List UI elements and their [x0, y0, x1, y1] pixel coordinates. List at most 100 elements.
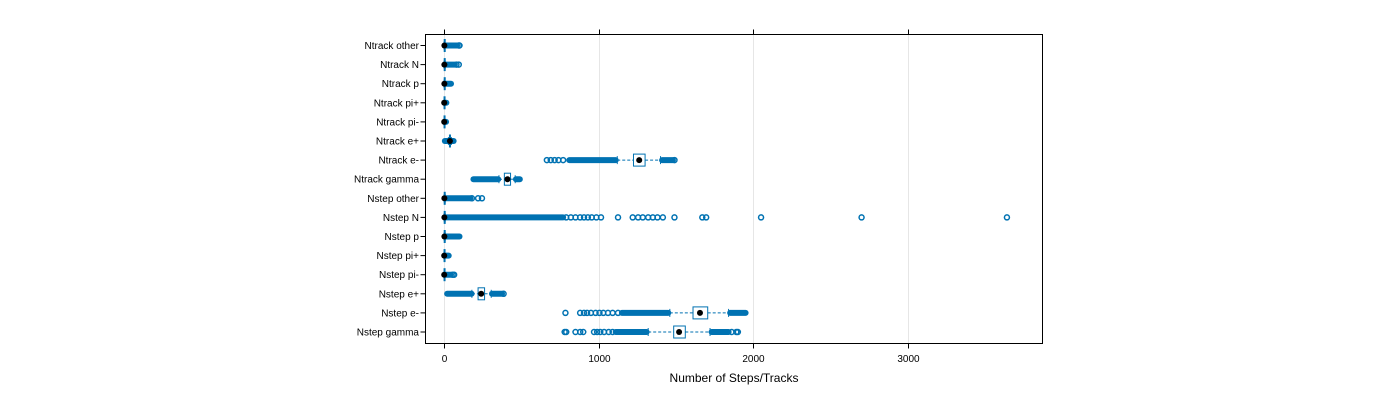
outlier-point — [614, 309, 622, 317]
outlier-point — [547, 156, 555, 164]
outlier-point — [579, 328, 587, 336]
outlier-point — [596, 309, 603, 317]
category-label: Nstep gamma — [357, 328, 420, 339]
category-label: Ntrack other — [365, 41, 420, 52]
category-label: Nstep p — [385, 232, 420, 243]
category-label: Ntrack gamma — [354, 175, 419, 186]
x-axis-title: Number of Steps/Tracks — [670, 371, 799, 385]
outlier-point — [597, 214, 605, 221]
outlier-point — [478, 195, 486, 202]
plot-marks — [441, 39, 1011, 339]
outlier-point — [605, 328, 612, 336]
x-tick-label: 0 — [442, 354, 448, 365]
box-row — [444, 287, 507, 301]
category-label: Ntrack pi- — [376, 117, 419, 128]
median-point — [504, 176, 511, 183]
outlier-point — [596, 328, 604, 336]
outlier-point — [456, 42, 463, 49]
outlier-point — [580, 214, 588, 221]
outlier-point — [543, 156, 551, 164]
median-point — [441, 252, 448, 259]
box-row — [441, 268, 458, 282]
outlier-point — [455, 61, 462, 68]
outlier-point — [614, 214, 622, 221]
outlier-point — [576, 328, 584, 336]
category-label: Nstep e+ — [379, 289, 419, 300]
median-point — [441, 61, 448, 68]
outlier-point — [671, 156, 678, 164]
outlier-point — [654, 214, 661, 221]
box-row — [441, 77, 455, 91]
box-row — [562, 306, 749, 320]
median-point — [441, 214, 448, 221]
category-label: Ntrack pi+ — [374, 98, 419, 109]
outlier-point — [474, 195, 482, 202]
median-point — [441, 80, 448, 87]
outlier-point — [551, 156, 558, 164]
outlier-point — [609, 328, 616, 336]
category-label: Nstep N — [383, 213, 419, 224]
box-row — [441, 39, 463, 52]
median-point — [441, 99, 448, 106]
outlier-point — [592, 309, 599, 317]
median-point — [441, 42, 448, 49]
outlier-point — [734, 328, 742, 336]
x-tick-label: 1000 — [588, 354, 611, 365]
x-axis: 0 1000 2000 3000 — [442, 29, 920, 365]
y-axis: Ntrack other Ntrack N Ntrack p Ntrack pi+ Nt… — [354, 41, 426, 339]
outlier-point — [453, 61, 460, 68]
median-point — [696, 309, 703, 316]
grid-lines — [444, 34, 909, 344]
median-point — [441, 118, 448, 125]
outlier-point — [858, 214, 865, 221]
box-row — [441, 249, 452, 263]
outlier-point — [576, 214, 584, 221]
outlier-point — [702, 214, 710, 221]
category-label: Ntrack N — [380, 60, 419, 71]
outlier-point — [1003, 214, 1011, 221]
category-label: Nstep pi+ — [376, 251, 419, 262]
outlier-point — [757, 214, 765, 221]
category-label: Nstep pi- — [379, 270, 419, 281]
box-row — [543, 153, 678, 167]
box-row — [441, 58, 462, 72]
median-point — [441, 195, 448, 202]
outlier-point — [562, 328, 570, 336]
outlier-point — [584, 214, 592, 221]
box-row — [441, 230, 463, 243]
outlier-point — [590, 328, 598, 336]
outlier-point — [659, 214, 667, 221]
outlier-point — [629, 214, 636, 221]
category-label: Nstep other — [367, 194, 419, 205]
box-row — [470, 172, 523, 186]
median-point — [441, 233, 448, 240]
box-row — [441, 115, 450, 129]
box-row — [441, 134, 457, 148]
outlier-point — [576, 309, 584, 317]
outlier-point — [609, 309, 616, 317]
outlier-point — [671, 214, 678, 221]
outlier-point — [450, 271, 458, 278]
box-row — [441, 191, 486, 205]
median-point — [446, 138, 453, 144]
category-label: Nstep e- — [381, 308, 419, 319]
box-row — [441, 96, 450, 110]
outlier-point — [468, 195, 476, 202]
outlier-point — [562, 309, 569, 317]
median-point — [478, 290, 485, 297]
plot-frame — [425, 34, 1043, 344]
outlier-point — [500, 290, 507, 298]
category-label: Ntrack e+ — [376, 137, 419, 148]
category-label: Ntrack e- — [378, 156, 419, 167]
outlier-point — [699, 214, 706, 221]
median-point — [441, 271, 448, 278]
outlier-point — [559, 156, 567, 164]
outlier-point — [639, 214, 647, 221]
x-tick-label: 2000 — [742, 354, 765, 365]
median-point — [636, 157, 643, 164]
box-row — [441, 210, 1011, 224]
x-tick-label: 3000 — [897, 354, 920, 365]
outlier-point — [593, 328, 601, 336]
category-label: Ntrack p — [382, 79, 420, 90]
